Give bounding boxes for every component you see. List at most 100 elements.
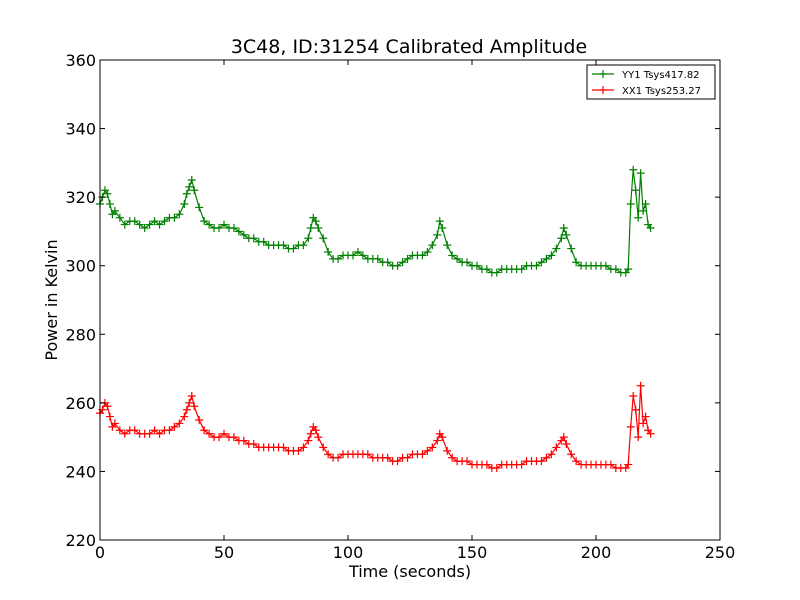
- legend-swatch-marker: [599, 86, 607, 94]
- series-2: [96, 381, 655, 472]
- data-point: [140, 224, 149, 232]
- data-point: [423, 248, 432, 256]
- data-point: [110, 419, 119, 428]
- data-point: [423, 446, 432, 455]
- data-point: [249, 234, 258, 243]
- data-point: [624, 265, 633, 274]
- data-point: [433, 230, 442, 239]
- data-point: [215, 433, 224, 442]
- data-point: [110, 206, 119, 215]
- data-point: [547, 450, 556, 459]
- data-point: [393, 457, 402, 466]
- data-point: [552, 244, 561, 253]
- data-point: [428, 443, 437, 452]
- data-point: [443, 446, 452, 455]
- x-axis-label: Time (seconds): [348, 562, 471, 581]
- data-point: [403, 254, 412, 263]
- series-layer: [96, 165, 655, 472]
- data-point: [185, 182, 194, 191]
- data-point: [532, 261, 541, 270]
- data-point: [562, 230, 571, 239]
- data-point: [105, 200, 114, 208]
- data-point: [234, 227, 243, 236]
- data-point: [170, 213, 179, 222]
- data-point: [463, 457, 472, 466]
- data-point: [601, 261, 610, 270]
- data-point: [567, 244, 576, 253]
- data-point: [185, 398, 194, 407]
- y-tick-label: 340: [65, 120, 96, 139]
- data-point: [463, 258, 472, 267]
- data-point: [145, 220, 154, 229]
- data-point: [334, 453, 343, 462]
- data-point: [562, 440, 571, 448]
- data-point: [373, 254, 382, 263]
- legend-swatch-marker: [599, 70, 607, 78]
- data-point: [542, 254, 551, 263]
- x-tick-label: 50: [214, 543, 234, 562]
- data-point: [572, 258, 581, 267]
- data-point: [567, 450, 576, 459]
- data-point: [348, 251, 357, 260]
- data-point: [631, 405, 640, 414]
- data-point: [636, 381, 645, 390]
- data-point: [383, 453, 392, 462]
- data-point: [311, 217, 320, 226]
- data-point: [175, 419, 184, 428]
- data-point: [289, 244, 298, 253]
- data-point: [150, 217, 159, 226]
- data-point: [150, 426, 159, 435]
- data-point: [190, 186, 199, 195]
- data-point: [130, 426, 139, 435]
- data-point: [319, 443, 328, 452]
- data-point: [259, 237, 268, 246]
- data-point: [103, 402, 112, 411]
- data-point: [646, 224, 655, 232]
- data-point: [175, 210, 184, 219]
- data-point: [393, 261, 402, 270]
- data-point: [537, 457, 546, 466]
- data-point: [130, 217, 139, 226]
- data-point: [220, 220, 228, 229]
- data-point: [306, 429, 315, 438]
- x-tick-label: 200: [581, 543, 612, 562]
- tick-layer: 0 50 100 150 200 250 220 240 260 280 300 320 340 360: [65, 51, 735, 562]
- plot-frame: [99, 59, 721, 541]
- data-point: [438, 433, 447, 442]
- data-point: [448, 453, 457, 462]
- data-point: [324, 248, 333, 256]
- data-point: [646, 429, 655, 438]
- y-tick-label: 360: [65, 51, 96, 70]
- data-point: [453, 254, 462, 263]
- data-point: [160, 217, 169, 226]
- data-point: [443, 241, 452, 250]
- data-point: [314, 433, 323, 442]
- data-point: [279, 241, 288, 250]
- data-point: [165, 426, 174, 435]
- data-point: [334, 254, 343, 263]
- data-point: [631, 186, 640, 195]
- data-point: [304, 436, 313, 445]
- data-point: [559, 433, 568, 442]
- data-point: [180, 200, 189, 208]
- data-point: [537, 258, 546, 267]
- data-point: [299, 443, 308, 452]
- data-point: [639, 419, 648, 428]
- data-point: [229, 433, 238, 442]
- data-point: [641, 200, 650, 208]
- data-point: [115, 426, 124, 435]
- x-tick-label: 250: [705, 543, 736, 562]
- data-point: [187, 392, 196, 400]
- data-point: [105, 412, 114, 421]
- data-point: [120, 220, 129, 229]
- data-point: [155, 429, 164, 438]
- y-tick-label: 240: [65, 462, 96, 481]
- data-point: [279, 443, 288, 452]
- data-point: [418, 251, 427, 260]
- data-point: [438, 224, 447, 232]
- data-point: [611, 265, 620, 274]
- y-tick-label: 220: [65, 531, 96, 550]
- data-point: [629, 165, 638, 174]
- data-point: [435, 217, 444, 226]
